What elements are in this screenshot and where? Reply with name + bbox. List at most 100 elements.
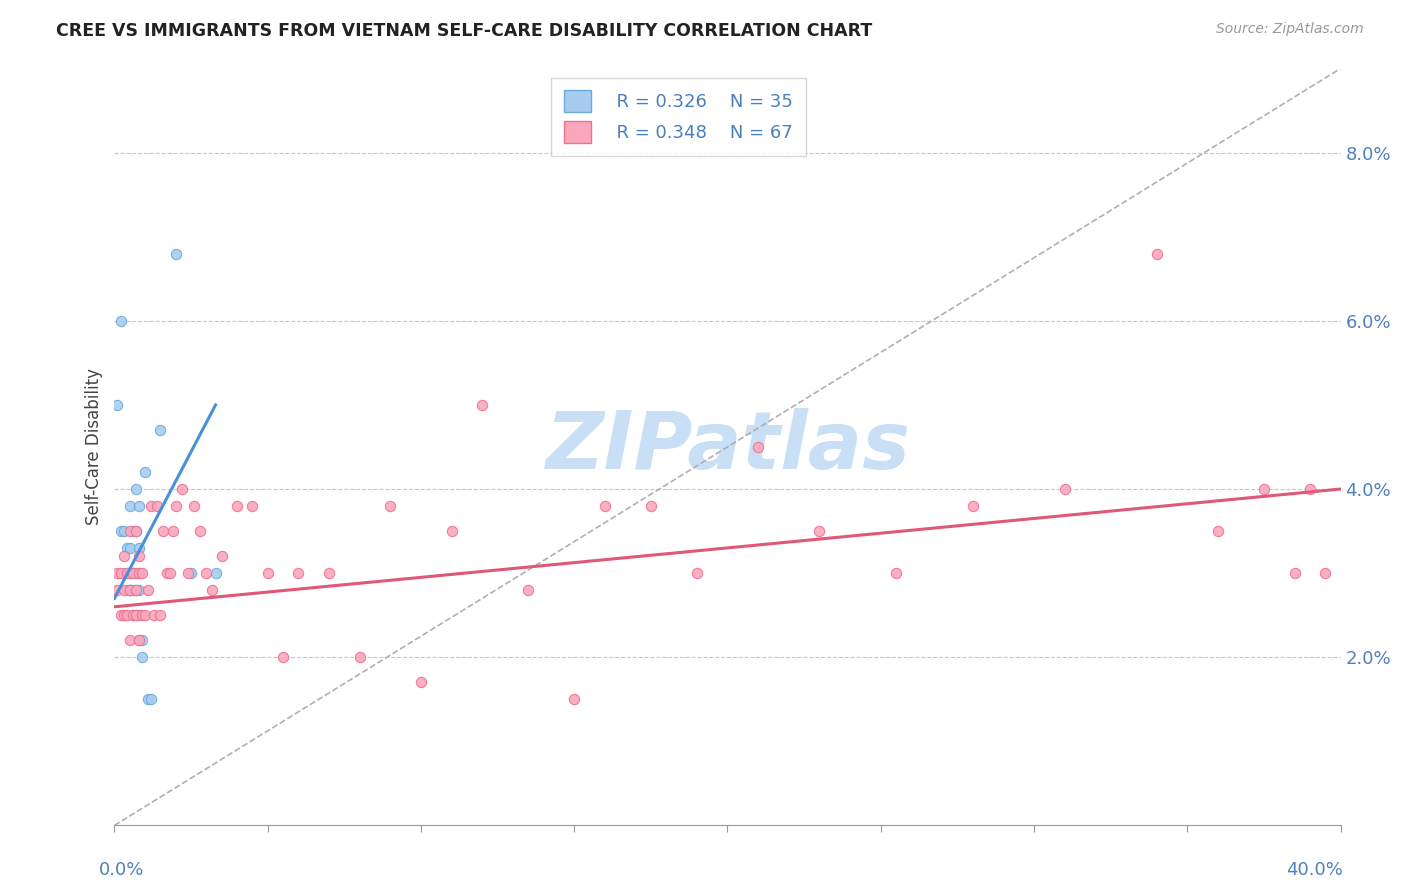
Point	[118, 524, 141, 538]
Point	[125, 582, 148, 597]
Point	[118, 582, 141, 597]
Point	[1253, 482, 1275, 496]
Point	[128, 499, 150, 513]
Point	[118, 582, 141, 597]
Point	[136, 692, 159, 706]
Point	[134, 608, 156, 623]
Point	[143, 608, 166, 623]
Point	[884, 566, 907, 581]
Point	[131, 566, 153, 581]
Point	[562, 692, 585, 706]
Point	[112, 608, 135, 623]
Point	[118, 633, 141, 648]
Point	[112, 524, 135, 538]
Point	[180, 566, 202, 581]
Point	[118, 541, 141, 555]
Point	[155, 566, 177, 581]
Text: Source: ZipAtlas.com: Source: ZipAtlas.com	[1216, 22, 1364, 37]
Point	[110, 608, 132, 623]
Point	[471, 398, 494, 412]
Point	[1206, 524, 1229, 538]
Point	[118, 566, 141, 581]
Point	[165, 246, 187, 260]
Point	[125, 608, 148, 623]
Point	[962, 499, 984, 513]
Point	[125, 524, 148, 538]
Point	[593, 499, 616, 513]
Point	[112, 549, 135, 564]
Text: 40.0%: 40.0%	[1286, 861, 1343, 879]
Point	[1053, 482, 1076, 496]
Point	[149, 423, 172, 437]
Point	[110, 524, 132, 538]
Point	[1146, 246, 1168, 260]
Text: 0.0%: 0.0%	[98, 861, 143, 879]
Point	[349, 650, 371, 665]
Point	[128, 549, 150, 564]
Text: CREE VS IMMIGRANTS FROM VIETNAM SELF-CARE DISABILITY CORRELATION CHART: CREE VS IMMIGRANTS FROM VIETNAM SELF-CAR…	[56, 22, 873, 40]
Point	[808, 524, 831, 538]
Point	[110, 314, 132, 328]
Point	[131, 633, 153, 648]
Point	[318, 566, 340, 581]
Point	[125, 608, 148, 623]
Point	[121, 608, 143, 623]
Point	[747, 440, 769, 454]
Point	[128, 608, 150, 623]
Point	[159, 566, 181, 581]
Point	[136, 582, 159, 597]
Point	[115, 566, 138, 581]
Point	[128, 541, 150, 555]
Point	[271, 650, 294, 665]
Point	[162, 524, 184, 538]
Point	[165, 499, 187, 513]
Point	[1284, 566, 1306, 581]
Point	[204, 566, 226, 581]
Text: ZIPatlas: ZIPatlas	[546, 408, 910, 486]
Point	[107, 582, 129, 597]
Point	[152, 524, 174, 538]
Point	[121, 566, 143, 581]
Point	[118, 499, 141, 513]
Point	[195, 566, 218, 581]
Y-axis label: Self-Care Disability: Self-Care Disability	[86, 368, 103, 525]
Point	[125, 582, 148, 597]
Point	[517, 582, 540, 597]
Point	[125, 566, 148, 581]
Point	[112, 582, 135, 597]
Point	[287, 566, 309, 581]
Point	[183, 499, 205, 513]
Legend:   R = 0.326    N = 35,   R = 0.348    N = 67: R = 0.326 N = 35, R = 0.348 N = 67	[551, 78, 806, 156]
Point	[112, 566, 135, 581]
Point	[146, 499, 169, 513]
Point	[226, 499, 249, 513]
Point	[188, 524, 211, 538]
Point	[107, 398, 129, 412]
Point	[380, 499, 402, 513]
Point	[201, 582, 224, 597]
Point	[115, 608, 138, 623]
Point	[125, 482, 148, 496]
Point	[115, 582, 138, 597]
Point	[141, 692, 163, 706]
Point	[121, 608, 143, 623]
Point	[409, 675, 432, 690]
Point	[686, 566, 709, 581]
Point	[110, 566, 132, 581]
Point	[1315, 566, 1337, 581]
Point	[141, 499, 163, 513]
Point	[125, 524, 148, 538]
Point	[440, 524, 463, 538]
Point	[128, 633, 150, 648]
Point	[149, 608, 172, 623]
Point	[128, 582, 150, 597]
Point	[121, 582, 143, 597]
Point	[115, 541, 138, 555]
Point	[107, 566, 129, 581]
Point	[211, 549, 233, 564]
Point	[121, 566, 143, 581]
Point	[118, 582, 141, 597]
Point	[177, 566, 200, 581]
Point	[256, 566, 278, 581]
Point	[131, 608, 153, 623]
